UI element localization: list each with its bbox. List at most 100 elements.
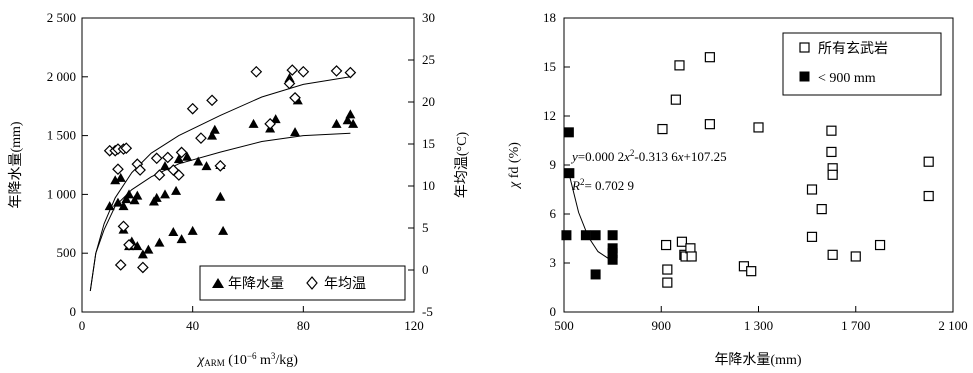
all-basalt-square-point (850, 251, 861, 262)
temperature-diamond-point (344, 66, 357, 79)
under-900-square-point (563, 127, 574, 138)
left-y2-tick-label: 15 (422, 136, 435, 151)
temperature-diamond-point (289, 91, 301, 104)
left-y-tick-label: 2 000 (47, 69, 76, 84)
right-y-tick-label: 15 (543, 59, 556, 74)
fit-equation: y=0.000 2x2-0.313 6x+107.25 (570, 148, 727, 164)
under-900-square-point (564, 168, 575, 179)
fit-r-squared: R2= 0.702 9 (571, 177, 634, 193)
right-points (561, 52, 934, 288)
precipitation-triangle-point (154, 237, 165, 247)
precipitation-triangle-point (290, 127, 301, 137)
temperature-diamond-point (195, 132, 207, 144)
precipitation-triangle-point (176, 234, 187, 244)
precipitation-triangle-point (182, 151, 193, 161)
precipitation-triangle-point (121, 194, 132, 204)
precipitation-triangle-point (207, 130, 218, 140)
precipitation-triangle-point (193, 156, 204, 166)
left-y2-tick-label: 25 (422, 52, 435, 67)
left-y-ticks: 0 500 1 000 1 500 2 000 2 500 (47, 10, 88, 319)
temperature-diamond-point (150, 152, 163, 165)
left-y-tick-label: 500 (57, 245, 77, 260)
left-y2-tick-label: 20 (422, 94, 435, 109)
temperature-diamond-point (250, 65, 263, 78)
precipitation-triangle-point (110, 175, 121, 185)
all-basalt-square-point (657, 123, 668, 135)
under-900-square-point (590, 269, 601, 280)
left-y2-tick-label: 5 (422, 220, 429, 235)
right-x-ticks: 500 900 1 300 1 700 2 100 (554, 306, 968, 333)
right-y-ticks: 0 3 6 9 12 15 18 (543, 10, 570, 319)
all-basalt-square-point (826, 125, 837, 136)
precipitation-triangle-point (331, 118, 342, 128)
temperature-diamond-point (186, 102, 199, 115)
right-x-tick-label: 500 (554, 318, 574, 333)
left-x-axis-label: χARM (10−6 m3/kg) (196, 351, 298, 368)
legend-diamond-marker (306, 276, 318, 290)
left-chart: 0 40 80 120 0 500 1 000 1 500 2 000 2 500 -5 0 5 10… (8, 10, 470, 368)
left-y-tick-label: 1 000 (47, 186, 76, 201)
precipitation-triangle-point (168, 227, 179, 237)
temperature-diamond-point (123, 238, 135, 251)
precipitation-triangle-point (112, 197, 123, 207)
all-basalt-square-point (662, 264, 673, 275)
all-basalt-square-point (674, 60, 685, 71)
precipitation-triangle-point (132, 190, 143, 200)
precipitation-triangle-point (187, 225, 198, 235)
all-basalt-square-point (806, 231, 818, 242)
all-basalt-square-point (874, 239, 886, 251)
right-y-tick-label: 3 (550, 255, 557, 270)
temperature-diamond-point (112, 163, 124, 176)
precipitation-triangle-point (173, 154, 184, 164)
precipitation-triangle-point (342, 115, 353, 125)
precipitation-triangle-point (201, 161, 212, 171)
left-y2-tick-label: -5 (422, 304, 433, 319)
temperature-diamond-point (137, 261, 149, 274)
precipitation-triangle-point (104, 201, 115, 211)
precipitation-triangle-point (270, 114, 281, 124)
all-basalt-square-point (686, 251, 697, 262)
all-basalt-square-point (753, 122, 764, 133)
right-x-tick-label: 2 100 (938, 318, 967, 333)
temperature-diamond-point (172, 169, 185, 181)
legend-label-precip: 年降水量 (228, 276, 284, 292)
left-y-tick-label: 1 500 (47, 128, 76, 143)
right-y-tick-label: 6 (550, 206, 557, 221)
precipitation-triangle-point (143, 244, 154, 254)
all-basalt-square-point (923, 156, 934, 167)
right-y-tick-label: 12 (543, 108, 556, 123)
all-basalt-square-point (670, 94, 681, 105)
right-y-tick-label: 0 (550, 304, 557, 319)
left-y-tick-label: 0 (70, 304, 77, 319)
temperature-diamond-point (153, 169, 166, 181)
right-x-tick-label: 900 (652, 318, 672, 333)
precipitation-triangle-point (137, 249, 148, 259)
temperature-diamond-point (330, 65, 343, 77)
right-x-tick-label: 1 300 (744, 318, 773, 333)
left-y2-tick-label: 0 (422, 262, 429, 277)
left-fit-curves (89, 76, 351, 292)
precipitation-triangle-point (124, 189, 135, 199)
under-900-square-point (607, 254, 618, 265)
precipitation-triangle-point (115, 172, 126, 182)
temperature-diamond-point (120, 142, 133, 155)
precipitation-triangle-point (345, 109, 356, 119)
precipitation-triangle-point (118, 201, 129, 211)
all-basalt-square-point (746, 266, 757, 277)
precipitation-triangle-point (284, 72, 295, 82)
legend-open-square-marker (799, 42, 810, 53)
temperature-diamond-point (283, 77, 296, 90)
legend-label-temp: 年均温 (324, 276, 366, 292)
precipitation-triangle-point (348, 118, 359, 128)
right-x-axis-label: 年降水量(mm) (714, 352, 801, 368)
left-legend-box (199, 265, 406, 301)
all-basalt-square-point (826, 146, 837, 158)
left-x-ticks: 0 40 80 120 (79, 306, 424, 333)
temperature-diamond-point (206, 94, 218, 107)
left-y2-tick-label: 10 (422, 178, 435, 193)
all-basalt-square-point (816, 204, 827, 215)
right-y-tick-label: 18 (543, 10, 556, 25)
left-x-tick-label: 120 (404, 318, 424, 333)
temperature-diamond-point (286, 64, 299, 76)
